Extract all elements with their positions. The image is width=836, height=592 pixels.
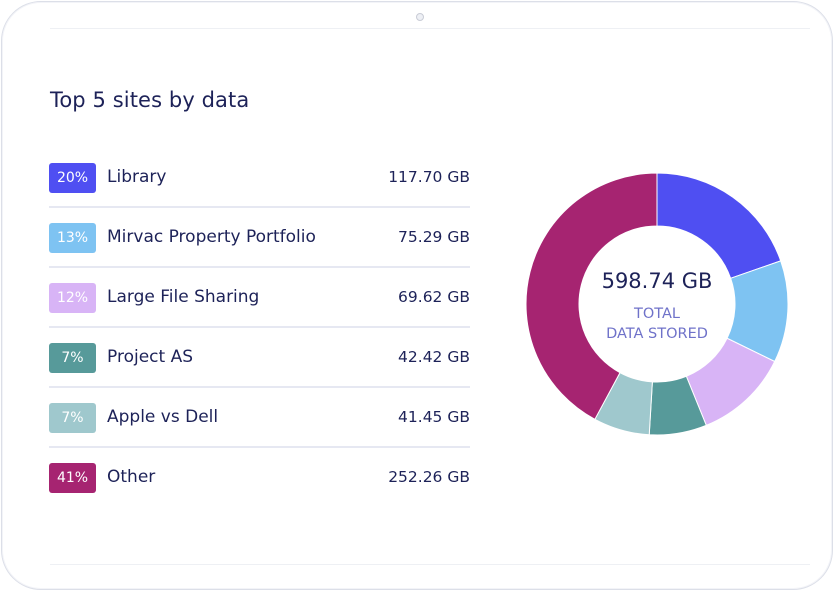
site-name: Project AS [107, 347, 193, 367]
divider [49, 446, 470, 448]
site-name: Other [107, 467, 156, 487]
site-name: Large File Sharing [107, 287, 260, 307]
screen-top-edge [50, 28, 810, 29]
site-size: 75.29 GB [398, 228, 470, 246]
list-item[interactable]: 41% Other 252.26 GB [49, 448, 470, 508]
divider [49, 386, 470, 388]
site-name: Mirvac Property Portfolio [107, 227, 316, 247]
sites-list: 20% Library 117.70 GB 13% Mirvac Propert… [49, 148, 470, 508]
donut-slice-library[interactable] [656, 172, 782, 279]
site-size: 69.62 GB [398, 288, 470, 306]
total-label-line1: TOTAL [634, 306, 680, 322]
site-name: Library [107, 167, 167, 187]
percent-badge: 13% [49, 223, 96, 253]
list-item[interactable]: 7% Project AS 42.42 GB [49, 328, 470, 388]
list-item[interactable]: 13% Mirvac Property Portfolio 75.29 GB [49, 208, 470, 268]
divider [49, 326, 470, 328]
donut-slice-other[interactable] [525, 172, 658, 420]
donut-chart: 598.74 GB TOTAL DATA STORED [524, 171, 790, 437]
percent-badge: 7% [49, 403, 96, 433]
site-name: Apple vs Dell [107, 407, 219, 427]
divider [49, 266, 470, 268]
total-label: TOTAL DATA STORED [524, 304, 790, 344]
camera-dot [416, 13, 424, 21]
site-size: 252.26 GB [388, 468, 470, 486]
total-value: 598.74 GB [601, 269, 713, 293]
list-item[interactable]: 20% Library 117.70 GB [49, 148, 470, 208]
donut-svg [525, 172, 789, 436]
divider [49, 206, 470, 208]
total-label-line2: DATA STORED [606, 326, 708, 342]
percent-badge: 7% [49, 343, 96, 373]
site-size: 117.70 GB [388, 168, 470, 186]
site-size: 42.42 GB [398, 348, 470, 366]
list-item[interactable]: 12% Large File Sharing 69.62 GB [49, 268, 470, 328]
screen-bottom-edge [50, 564, 810, 565]
percent-badge: 12% [49, 283, 96, 313]
percent-badge: 41% [49, 463, 96, 493]
list-item[interactable]: 7% Apple vs Dell 41.45 GB [49, 388, 470, 448]
card-title: Top 5 sites by data [50, 88, 250, 112]
percent-badge: 20% [49, 163, 96, 193]
site-size: 41.45 GB [398, 408, 470, 426]
